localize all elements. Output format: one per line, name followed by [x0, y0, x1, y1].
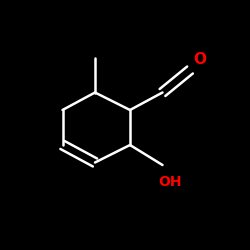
Text: OH: OH	[158, 176, 182, 190]
Text: O: O	[194, 52, 206, 68]
